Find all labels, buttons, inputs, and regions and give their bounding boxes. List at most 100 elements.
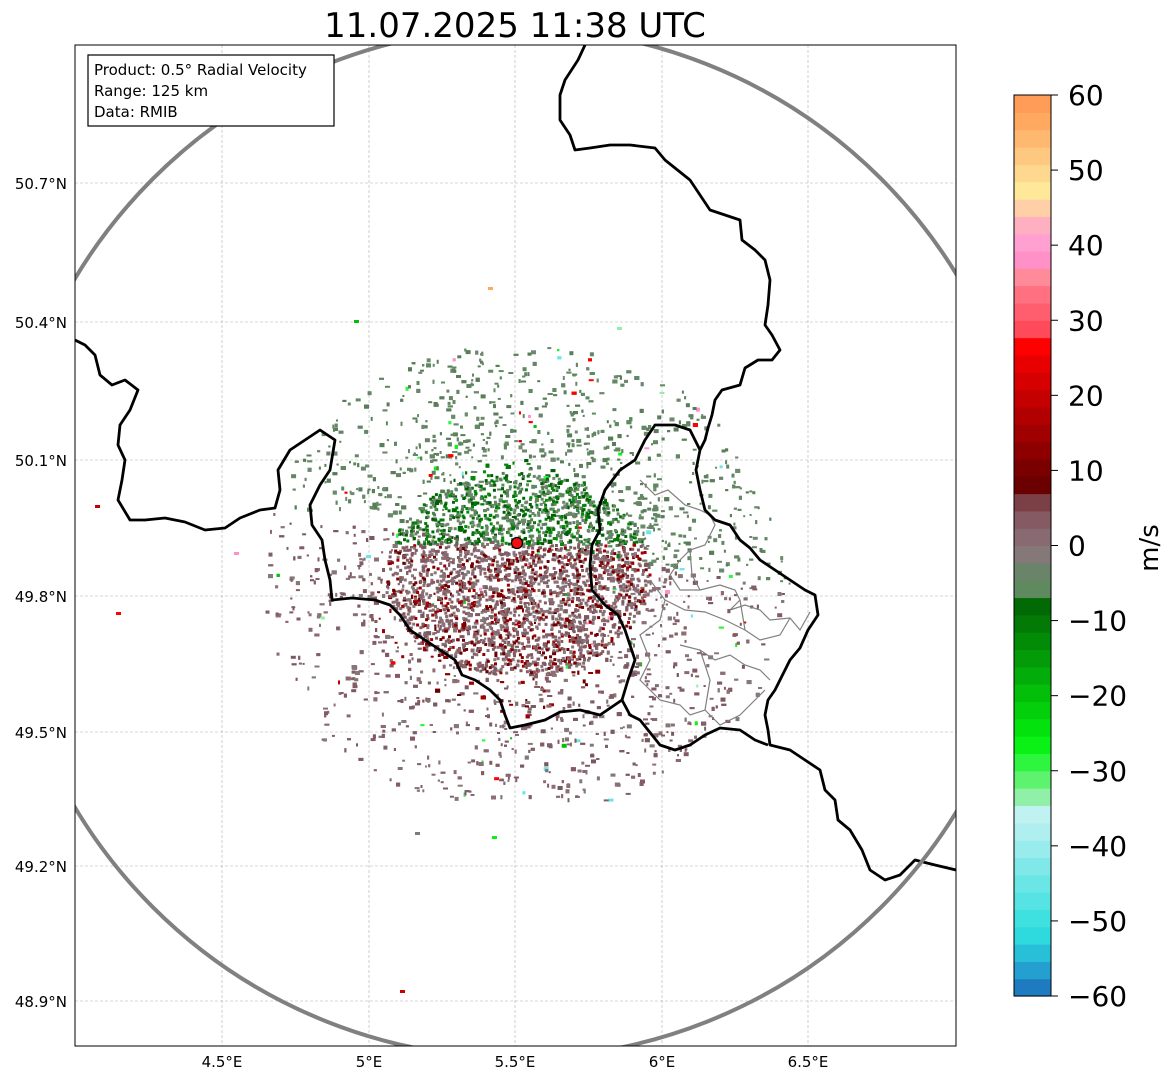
velocity-echo xyxy=(603,610,606,613)
velocity-echo xyxy=(476,378,480,382)
velocity-echo xyxy=(464,661,467,664)
velocity-echo xyxy=(660,392,665,394)
velocity-echo xyxy=(691,615,693,618)
velocity-echo xyxy=(454,770,457,774)
velocity-echo xyxy=(325,481,327,483)
velocity-echo xyxy=(489,401,491,404)
velocity-echo xyxy=(425,538,428,541)
velocity-echo xyxy=(419,520,422,523)
velocity-echo xyxy=(359,558,362,560)
velocity-echo xyxy=(437,682,439,685)
velocity-echo xyxy=(734,594,737,596)
velocity-echo xyxy=(487,566,490,568)
velocity-echo xyxy=(298,556,302,559)
velocity-echo xyxy=(589,621,592,624)
velocity-echo xyxy=(408,610,411,613)
velocity-echo xyxy=(636,655,639,659)
velocity-echo xyxy=(606,463,609,465)
velocity-echo xyxy=(627,526,630,529)
velocity-echo xyxy=(494,616,498,618)
velocity-echo xyxy=(505,515,508,518)
velocity-echo xyxy=(577,588,580,591)
velocity-echo xyxy=(279,614,281,616)
velocity-echo xyxy=(435,616,438,619)
velocity-echo xyxy=(578,770,582,773)
velocity-echo xyxy=(463,606,468,608)
velocity-echo xyxy=(473,596,476,599)
velocity-echo xyxy=(708,541,710,543)
velocity-echo xyxy=(651,517,654,519)
velocity-echo xyxy=(494,777,499,780)
velocity-echo xyxy=(469,668,472,671)
velocity-echo xyxy=(534,622,536,624)
velocity-echo xyxy=(486,678,489,682)
velocity-echo xyxy=(592,413,596,415)
velocity-echo xyxy=(551,671,556,675)
velocity-echo xyxy=(513,551,516,554)
velocity-echo xyxy=(620,632,623,635)
velocity-echo xyxy=(475,620,478,623)
velocity-echo xyxy=(538,475,541,478)
velocity-echo xyxy=(443,478,445,482)
velocity-echo xyxy=(652,553,654,555)
velocity-echo xyxy=(761,643,765,645)
velocity-echo xyxy=(277,574,280,577)
velocity-echo xyxy=(405,457,408,459)
velocity-echo xyxy=(382,730,385,733)
velocity-echo xyxy=(677,673,679,677)
velocity-echo xyxy=(571,439,574,442)
velocity-echo xyxy=(502,517,505,520)
velocity-echo xyxy=(379,618,381,620)
velocity-echo xyxy=(687,503,690,505)
velocity-echo xyxy=(577,671,579,675)
velocity-echo xyxy=(552,528,555,531)
velocity-echo xyxy=(427,481,431,483)
velocity-echo xyxy=(342,400,346,402)
velocity-echo xyxy=(468,507,471,510)
velocity-echo xyxy=(375,636,380,638)
velocity-echo xyxy=(425,425,428,428)
velocity-echo xyxy=(520,401,523,405)
velocity-echo xyxy=(658,644,660,647)
velocity-echo xyxy=(276,613,279,616)
velocity-echo xyxy=(434,625,436,627)
velocity-echo xyxy=(412,418,417,420)
velocity-echo xyxy=(397,604,400,607)
velocity-echo xyxy=(389,595,392,598)
velocity-echo xyxy=(647,593,650,597)
velocity-echo xyxy=(610,579,615,583)
velocity-echo xyxy=(733,523,735,526)
velocity-echo xyxy=(448,641,451,644)
velocity-echo xyxy=(524,459,528,462)
velocity-echo xyxy=(567,405,570,407)
velocity-echo xyxy=(522,376,525,378)
velocity-echo xyxy=(360,650,364,654)
velocity-echo xyxy=(417,677,421,681)
velocity-echo xyxy=(529,455,532,459)
velocity-echo xyxy=(518,500,521,503)
velocity-echo xyxy=(413,569,417,571)
velocity-echo xyxy=(534,425,537,428)
velocity-echo xyxy=(510,508,513,511)
velocity-echo xyxy=(472,374,474,377)
velocity-echo xyxy=(488,448,490,451)
velocity-echo xyxy=(481,526,484,529)
velocity-echo xyxy=(574,562,577,565)
velocity-echo xyxy=(643,509,647,512)
velocity-echo xyxy=(729,597,731,600)
velocity-echo xyxy=(588,358,592,361)
velocity-echo xyxy=(646,530,651,534)
velocity-echo xyxy=(427,624,430,627)
velocity-echo xyxy=(586,367,589,370)
velocity-echo xyxy=(572,671,576,673)
velocity-echo xyxy=(583,725,586,727)
velocity-echo xyxy=(443,788,448,790)
velocity-echo xyxy=(560,689,563,691)
velocity-echo xyxy=(587,435,590,438)
velocity-echo xyxy=(438,624,440,627)
velocity-echo xyxy=(426,573,429,577)
velocity-echo xyxy=(354,534,356,537)
velocity-echo xyxy=(418,610,422,613)
velocity-echo xyxy=(287,547,289,550)
velocity-echo xyxy=(650,502,652,504)
